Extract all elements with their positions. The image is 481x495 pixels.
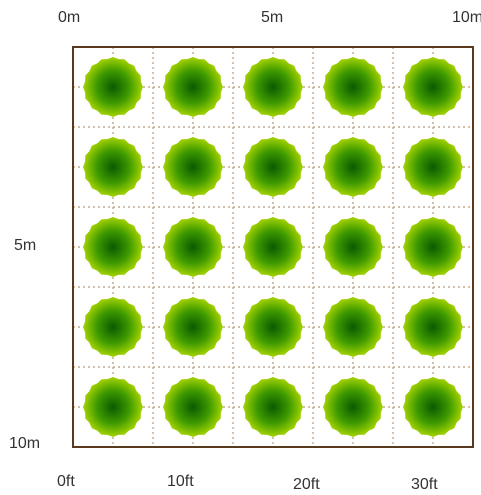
- plant-icon: [243, 217, 303, 277]
- plant-icon: [243, 377, 303, 437]
- plant-icon: [83, 297, 143, 357]
- plot-border: [72, 46, 474, 448]
- plant-icon: [323, 137, 383, 197]
- plant-icon: [83, 217, 143, 277]
- scale-top-5m: 5m: [261, 9, 284, 26]
- plant-icon: [163, 297, 223, 357]
- scale-top-10m: 10m: [452, 9, 481, 26]
- plant-icon: [403, 377, 463, 437]
- scale-left-10m: 10m: [9, 435, 41, 452]
- plant-icon: [323, 57, 383, 117]
- scale-bottom-10ft: 10ft: [167, 473, 194, 490]
- plant-icon: [83, 137, 143, 197]
- plant-icon: [403, 217, 463, 277]
- plant-icon: [243, 137, 303, 197]
- plant-icon: [163, 57, 223, 117]
- plant-icon: [243, 297, 303, 357]
- scale-bottom-30ft: 30ft: [411, 476, 438, 493]
- scale-top-0m: 0m: [58, 9, 81, 26]
- plants: [83, 57, 463, 437]
- plant-icon: [83, 377, 143, 437]
- plant-icon: [323, 377, 383, 437]
- plant-icon: [163, 217, 223, 277]
- plant-icon: [403, 57, 463, 117]
- plant-icon: [83, 57, 143, 117]
- scale-bottom-20ft: 20ft: [293, 476, 320, 493]
- plant-icon: [163, 377, 223, 437]
- scale-left-5m: 5m: [14, 237, 37, 254]
- plant-icon: [323, 297, 383, 357]
- plant-icon: [403, 137, 463, 197]
- plant-icon: [323, 217, 383, 277]
- plant-icon: [243, 57, 303, 117]
- scale-bottom-0ft: 0ft: [57, 473, 75, 490]
- plant-icon: [403, 297, 463, 357]
- plant-icon: [163, 137, 223, 197]
